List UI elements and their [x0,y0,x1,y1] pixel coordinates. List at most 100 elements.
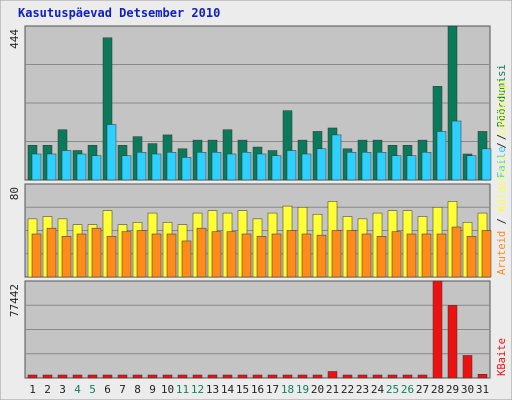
panel-bottom-ymax-label: 77442 [8,284,21,317]
bar [481,230,492,278]
bar [207,374,218,379]
bar [286,150,297,181]
x-tick-label: 4 [74,383,81,396]
x-tick-label: 18 [281,383,294,396]
legend-entry: Pöördumisi [496,64,508,127]
bar [286,230,297,278]
bar [241,152,252,181]
bar [477,373,488,379]
bar [181,240,192,278]
x-tick-label: 31 [476,383,489,396]
bar [451,120,462,181]
bar [166,152,177,181]
bar [271,155,282,181]
bar [316,234,327,278]
x-tick-label: 15 [236,383,249,396]
bar [271,233,282,278]
bar [466,155,477,181]
bar [237,374,248,379]
bar [31,153,42,181]
x-tick-label: 1 [29,383,36,396]
bar [181,157,192,181]
series-kbaite [27,280,488,379]
bar [151,153,162,181]
chart-title: Kasutuspäevad Detsember 2010 [18,6,220,20]
bar [162,374,173,379]
x-tick-label: 11 [176,383,189,396]
panel-middle-ymax-label: 80 [8,187,21,200]
bar [361,152,372,181]
bar [106,236,117,278]
x-tick-label: 29 [446,383,459,396]
x-tick-label: 12 [191,383,204,396]
panel-bottom: 77442 [8,280,491,379]
bar [211,152,222,181]
x-tick-label: 13 [206,383,219,396]
bar [211,231,222,278]
x-tick-label: 26 [401,383,414,396]
bar [372,374,383,379]
bar [267,374,278,379]
bar [76,233,87,278]
bar [256,236,267,278]
x-tick-label: 8 [134,383,141,396]
bar [421,233,432,278]
bar [346,230,357,278]
series-k-lastusi [31,226,492,278]
bar [361,233,372,278]
bar [91,155,102,181]
x-tick-label: 3 [59,383,66,396]
bar [391,155,402,181]
bar [72,374,83,379]
legend-bottom: KBaite [496,338,508,376]
bar [376,236,387,278]
x-tick-label: 22 [341,383,354,396]
x-tick-label: 30 [461,383,474,396]
x-tick-label: 21 [326,383,339,396]
x-tick-label: 6 [104,383,111,396]
bar [42,374,53,379]
legend-separator: / [496,212,508,231]
x-tick-label: 24 [371,383,385,396]
bar [121,231,132,278]
bar [61,236,72,278]
series-faile [31,120,492,181]
bar [151,233,162,278]
x-axis-labels: 1 2 3 4 5 6 7 8 9 10 11 12 13 14 15 16 17 18 19 20 21 22 23 24 2… [29,383,489,396]
x-tick-label: 14 [221,383,235,396]
bar [297,374,308,379]
legend-entry: Külastusi [496,155,508,212]
legend-separator: / [496,136,508,155]
x-tick-label: 25 [386,383,399,396]
x-tick-label: 27 [416,383,429,396]
bar [121,155,132,181]
bar [421,152,432,181]
bar [177,374,188,379]
bar [436,233,447,278]
x-tick-label: 16 [251,383,264,396]
bar [91,227,102,278]
bar [192,374,203,379]
bar [316,148,327,181]
legend-separator: / [496,127,508,146]
x-tick-label: 5 [89,383,96,396]
bar [166,233,177,278]
x-tick-label: 9 [149,383,156,396]
legend-entry: Aruteid [496,231,508,275]
bar [301,233,312,278]
bar [87,374,98,379]
legend-entry: KBaite [496,338,508,376]
x-tick-label: 20 [311,383,324,396]
legend-top: Faile / Pöördumisi [496,64,508,178]
bar [342,374,353,379]
bar [76,153,87,181]
bar [27,374,38,379]
bar [447,305,458,379]
bar [136,152,147,181]
bar [46,227,57,278]
chart-panels: 444 80 77442 [8,25,492,379]
x-tick-label: 19 [296,383,309,396]
bar [432,280,443,379]
